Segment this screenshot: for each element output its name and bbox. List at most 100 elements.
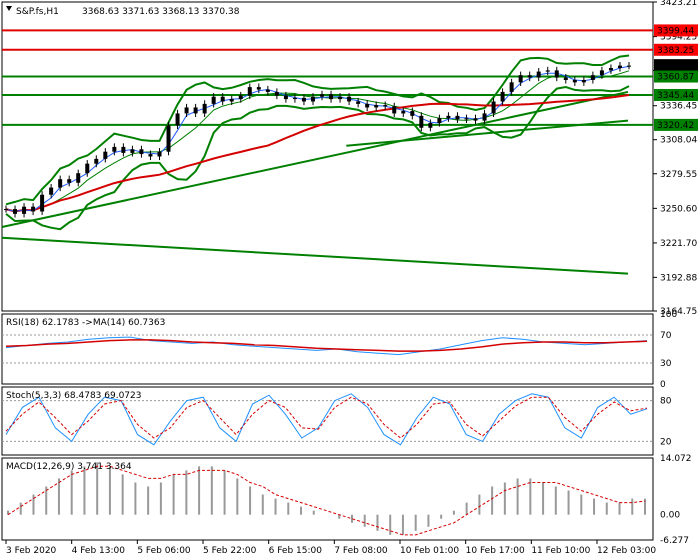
panel-frame-macd [1, 457, 654, 541]
ohlc-values: 3368.63 3371.63 3368.13 3370.38 [82, 7, 240, 17]
candle-body [590, 75, 595, 80]
candle-body [383, 105, 388, 107]
price-label: 3383.25 [657, 46, 694, 56]
y-tick-label: 3394.25 [660, 33, 697, 43]
rsi-tick-label: 100 [660, 310, 677, 320]
collapse-triangle-icon[interactable] [6, 6, 12, 11]
candle-body [283, 95, 288, 100]
x-tick-label: 4 Feb 13:00 [72, 546, 126, 556]
candle-body [121, 146, 126, 153]
y-tick-label: 3192.88 [660, 273, 697, 283]
bollinger-upper [5, 54, 630, 206]
candle-body [310, 96, 315, 102]
rsi-tick-label: 0 [660, 380, 666, 390]
candle-body [265, 89, 270, 92]
candle-body [94, 158, 99, 164]
candle-body [518, 75, 523, 83]
candle-body [112, 146, 117, 152]
candle-body [563, 77, 568, 80]
candle-body [455, 115, 460, 120]
stoch-tick-label: 80 [660, 397, 672, 407]
candle-body [509, 82, 514, 92]
candle-body [85, 163, 90, 174]
candle-body [103, 151, 108, 159]
candle-body [256, 87, 261, 90]
candle-body [157, 151, 162, 157]
stoch-title: Stoch(5,3,3) 68.4783 69.0723 [6, 391, 141, 401]
candle-body [617, 65, 622, 69]
candle-body [148, 154, 153, 157]
x-tick-label: 11 Feb 10:00 [531, 546, 590, 556]
x-tick-label: 5 Feb 22:00 [203, 546, 257, 556]
candle-body [554, 70, 559, 78]
chart-title: S&P.fs,H1 [16, 7, 59, 17]
candle-body [139, 149, 144, 155]
candle-body [175, 113, 180, 126]
stoch-tick-label: 20 [660, 437, 672, 447]
candle-body [581, 79, 586, 83]
candle-body [347, 96, 352, 102]
candle-body [500, 91, 505, 102]
y-tick-label: 3164.75 [660, 307, 697, 317]
x-tick-label: 5 Feb 06:00 [137, 546, 191, 556]
price-label-box [654, 118, 698, 131]
candle-body [599, 70, 604, 76]
rsi-tick-label: 30 [660, 359, 672, 369]
y-tick-label: 3250.60 [660, 204, 697, 214]
candle-body [338, 96, 343, 100]
price-label-box [654, 24, 698, 37]
price-label: 3360.87 [657, 73, 694, 83]
candle-body [211, 96, 216, 104]
candle-body [220, 96, 225, 102]
candle-body [536, 71, 541, 78]
candle-body [428, 123, 433, 128]
stoch-series-1 [5, 396, 648, 439]
candle-body [166, 125, 171, 152]
candle-body [22, 206, 27, 214]
candle-body [238, 95, 243, 100]
x-tick-label: 10 Feb 01:00 [400, 546, 459, 556]
candle-body [491, 101, 496, 114]
candle-body [274, 91, 279, 96]
candle-body [13, 209, 18, 214]
x-tick-label: 12 Feb 03:00 [597, 546, 656, 556]
rsi-series-0 [5, 336, 648, 356]
stoch-series-0 [5, 393, 648, 446]
price-label-box [654, 59, 698, 72]
candle-body [130, 149, 135, 153]
panel-frame-stoch [1, 386, 654, 456]
x-tick-label: 10 Feb 17:00 [466, 546, 525, 556]
candle-body [49, 187, 54, 195]
candle-body [247, 87, 252, 96]
macd-tick-label: -6.277 [660, 536, 689, 546]
candle-body [76, 173, 81, 183]
candle-body [627, 65, 631, 67]
price-label: 3370.38 [657, 61, 694, 71]
rsi-series-1 [5, 339, 648, 352]
y-tick-label: 3221.70 [660, 239, 697, 249]
candle-body [446, 115, 451, 119]
candle-body [229, 99, 234, 102]
candle-body [31, 206, 36, 212]
candle-body [527, 75, 532, 78]
trend-line [1, 90, 629, 228]
candle-body [464, 118, 469, 120]
candle-body [58, 179, 63, 188]
moving-average-fast [5, 65, 630, 213]
rsi-title: RSI(18) 62.1783 ->MA(14) 60.7363 [6, 318, 165, 328]
candle-body [320, 94, 325, 97]
x-tick-label: 3 Feb 2020 [6, 546, 57, 556]
candle-body [365, 103, 370, 108]
y-tick-label: 3336.45 [660, 102, 697, 112]
candle-body [193, 107, 198, 114]
price-label-box [654, 43, 698, 56]
price-label: 3399.44 [657, 26, 694, 36]
macd-signal-line [7, 465, 646, 536]
candle-body [410, 111, 415, 116]
y-tick-label: 3423.21 [660, 0, 697, 8]
candle-body [4, 209, 8, 211]
candle-body [473, 118, 478, 121]
x-tick-label: 7 Feb 08:00 [334, 546, 388, 556]
price-label-box [654, 88, 698, 101]
